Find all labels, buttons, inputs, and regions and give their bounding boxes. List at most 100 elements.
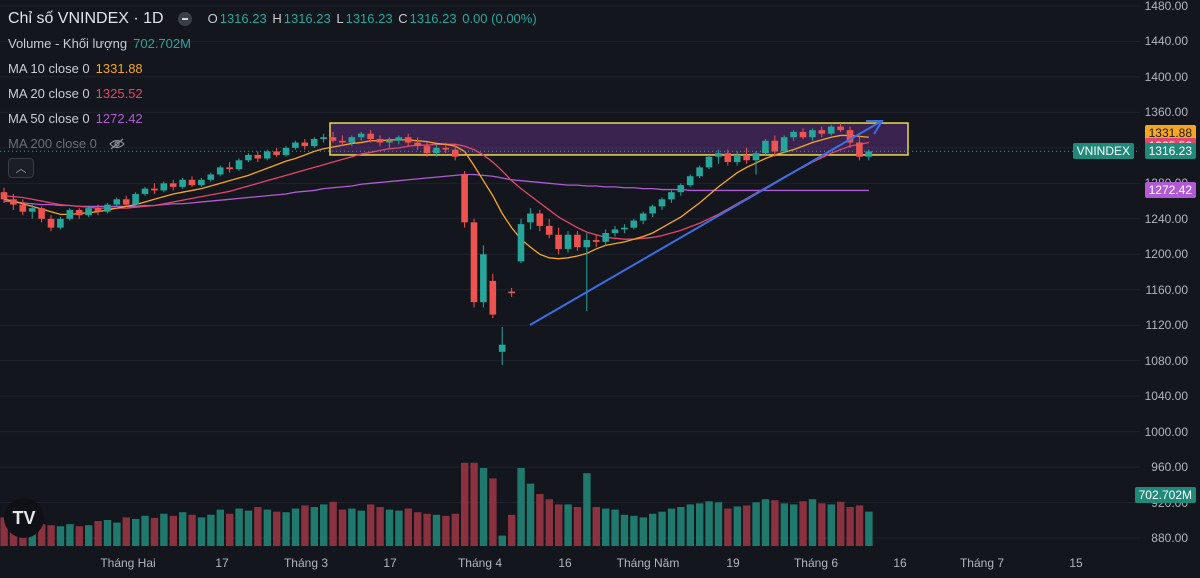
candle-body xyxy=(160,183,168,191)
legend-volume[interactable]: Volume - Khối lượng 702.702M xyxy=(8,31,539,56)
price-tick-label: 1160.00 xyxy=(1145,282,1189,297)
volume-value: 702.702M xyxy=(133,36,191,51)
candle-body xyxy=(498,344,506,352)
candle-body xyxy=(762,140,769,154)
legend-ma200[interactable]: MA 200 close 0 xyxy=(8,131,539,156)
ma50-price-tag: 1272.42 xyxy=(1144,182,1196,199)
volume-bar xyxy=(150,517,159,546)
volume-bar xyxy=(348,508,356,546)
time-tick-label: 17 xyxy=(215,556,229,570)
trend-line xyxy=(529,121,881,326)
close-value: 1316.23 xyxy=(409,11,457,26)
candle-body xyxy=(470,222,478,303)
price-tick-label: 1240.00 xyxy=(1144,211,1188,226)
legend-ma50[interactable]: MA 50 close 0 1272.42 xyxy=(8,106,539,131)
candle-body xyxy=(733,154,741,163)
volume-bar xyxy=(602,508,610,546)
candle-body xyxy=(856,142,863,157)
volume-bar xyxy=(310,507,318,546)
candle-body xyxy=(658,199,666,207)
collapse-legend-icon[interactable] xyxy=(177,11,192,26)
candle-body xyxy=(696,167,703,177)
volume-bar xyxy=(179,512,187,546)
volume-bar xyxy=(705,501,713,546)
volume-bar xyxy=(743,505,751,546)
volume-bar xyxy=(508,514,516,546)
volume-bar xyxy=(865,511,873,546)
candle-body xyxy=(245,154,252,161)
candle-body xyxy=(188,179,196,186)
volume-bar xyxy=(545,499,553,546)
volume-bar xyxy=(592,507,600,546)
volume-bar xyxy=(790,504,798,546)
candle-body xyxy=(169,183,177,187)
candle-body xyxy=(818,130,826,134)
low-label: L xyxy=(336,11,344,26)
volume-bar xyxy=(808,499,817,546)
volume-bar xyxy=(273,511,281,546)
volume-bar xyxy=(696,503,704,546)
candle-body xyxy=(611,229,619,233)
price-axis[interactable]: 1480.001440.001400.001360.001320.001280.… xyxy=(1138,0,1200,578)
candle-body xyxy=(113,199,121,205)
candle-body xyxy=(367,133,374,139)
candle-body xyxy=(677,185,685,193)
volume-bar xyxy=(376,507,384,546)
candle-body xyxy=(743,154,750,161)
price-tick-label: 1480.00 xyxy=(1144,0,1188,13)
candle-body xyxy=(386,140,393,143)
volume-bar xyxy=(103,520,112,546)
time-tick-label: Tháng 6 xyxy=(793,556,839,570)
trend-arrowhead xyxy=(866,120,884,135)
volume-bar xyxy=(658,511,666,546)
candle-body xyxy=(94,208,102,212)
candle-body xyxy=(592,240,600,242)
legend-ma10[interactable]: MA 10 close 0 1331.88 xyxy=(8,56,539,81)
candle-body xyxy=(122,199,130,205)
candle-body xyxy=(799,131,807,138)
low-value: 1316.23 xyxy=(345,11,393,26)
legend-ma20[interactable]: MA 20 close 0 1325.52 xyxy=(8,81,539,106)
candle-body xyxy=(649,206,656,214)
candle-body xyxy=(310,139,318,147)
candle-body xyxy=(536,213,544,226)
volume-bar xyxy=(160,513,168,546)
candle-body xyxy=(414,142,421,147)
volume-bar xyxy=(479,468,488,546)
volume-bar xyxy=(461,462,469,546)
volume-bars xyxy=(0,462,873,546)
volume-bar xyxy=(733,506,741,546)
ma20-value: 1325.52 xyxy=(95,86,143,101)
candle-body xyxy=(75,209,83,216)
high-label: H xyxy=(272,11,282,26)
price-tick-label: 1000.00 xyxy=(1144,424,1188,439)
candle-body xyxy=(216,167,224,175)
time-tick-label: 16 xyxy=(558,556,572,570)
time-tick-label: Tháng 7 xyxy=(959,556,1005,570)
candle-body xyxy=(226,167,233,170)
candle-body xyxy=(639,213,647,221)
candle-body xyxy=(621,227,628,230)
candle-body xyxy=(85,208,92,216)
candle-body xyxy=(715,153,722,157)
volume-bar xyxy=(282,512,290,546)
tradingview-logo[interactable]: TV xyxy=(4,498,44,538)
candle-body xyxy=(301,142,309,147)
candle-body xyxy=(451,149,459,157)
candle-body xyxy=(705,156,713,168)
symbol-title[interactable]: Chỉ số VNINDEX · 1D xyxy=(8,10,164,27)
volume-label: Volume - Khối lượng xyxy=(8,36,128,51)
volume-bar xyxy=(85,525,93,546)
candle-body xyxy=(395,137,403,141)
collapse-indicators-button[interactable]: ︿ xyxy=(8,158,34,178)
price-tick-label: 1120.00 xyxy=(1145,318,1189,333)
candle-body xyxy=(433,147,440,154)
ma10-value: 1331.88 xyxy=(95,61,143,76)
ma10-price-tag: 1331.88 xyxy=(1144,125,1196,142)
hidden-eye-icon[interactable] xyxy=(109,138,125,150)
volume-bar xyxy=(235,508,243,546)
price-tick-label: 1400.00 xyxy=(1144,69,1188,84)
volume-bar xyxy=(75,526,83,546)
